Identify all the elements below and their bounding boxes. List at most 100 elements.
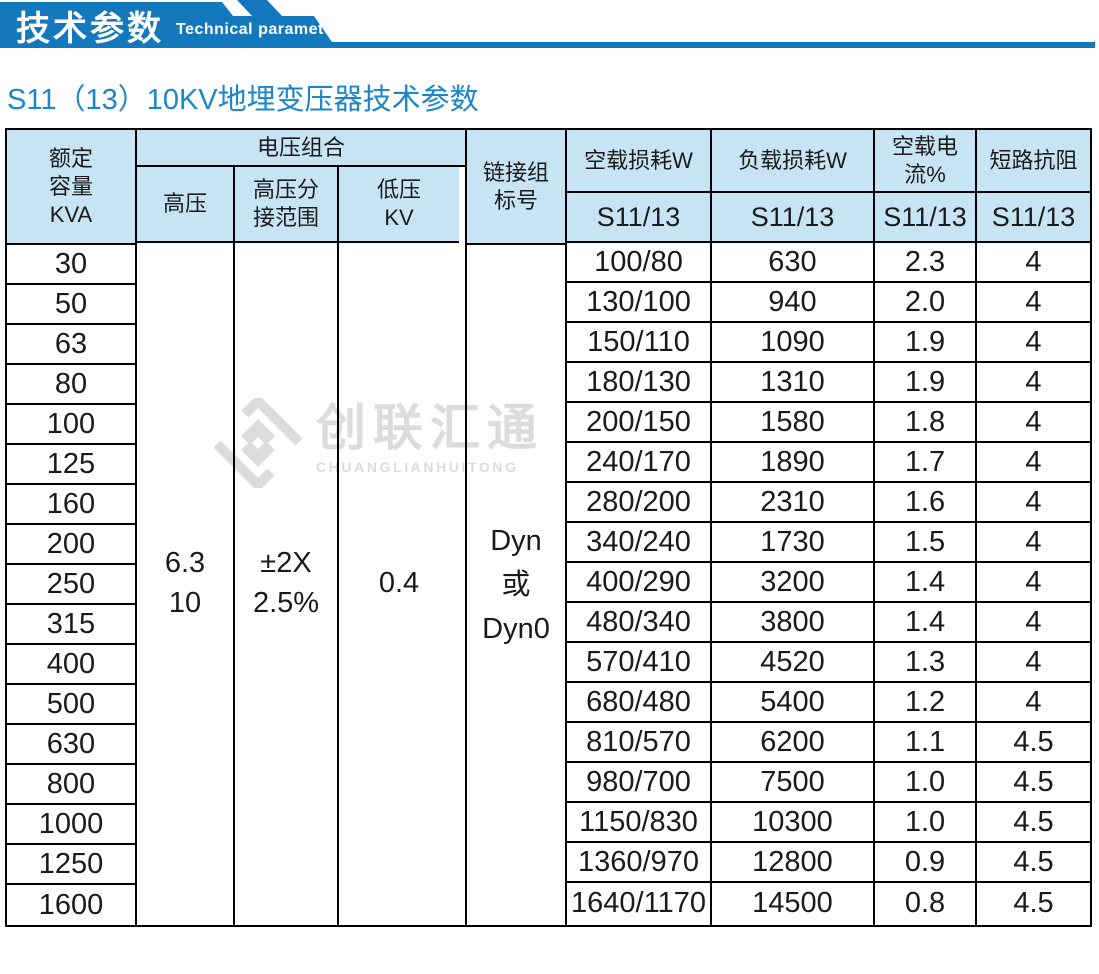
col-header-impedance: 短路抗阻	[977, 130, 1090, 193]
cell-current-row15: 0.9	[875, 843, 975, 883]
col-header-connection-line1: 链接组	[482, 159, 549, 185]
cell-impedance-row9: 4	[977, 603, 1090, 643]
banner-ribbon-shape	[0, 0, 1095, 48]
watermark-logo-icon	[214, 398, 302, 488]
load-loss-cells: 630 940 1090 1310 1580 1890 2310 1730 3200 3800 45…	[712, 243, 873, 923]
col-subheader-no-load-loss: S11/13	[567, 193, 710, 243]
cell-kva-row15: 1250	[7, 845, 135, 885]
cell-load-row8: 3200	[712, 563, 873, 603]
col-header-no-load-current: 空载电流%	[875, 130, 975, 193]
col-header-load-loss: 负载损耗W	[712, 130, 873, 193]
connection-line3: Dyn0	[482, 613, 550, 645]
col-subheader-load-loss: S11/13	[712, 193, 873, 243]
cell-kva-row5: 125	[7, 445, 135, 485]
cell-current-row9: 1.4	[875, 603, 975, 643]
cell-load-row10: 4520	[712, 643, 873, 683]
cell-kva-row0: 30	[7, 245, 135, 285]
cell-current-row10: 1.3	[875, 643, 975, 683]
capacity-cells: 30 50 63 80 100 125 160 200 250 315 400 500 630 800 10…	[7, 245, 135, 925]
column-no-load-loss: 空载损耗W S11/13 100/80 130/100 150/110 180/130…	[567, 130, 712, 925]
group-header-voltage: 电压组合	[137, 130, 465, 167]
cell-load-row16: 14500	[752, 886, 833, 919]
col-header-hv-tap-line2: 接范围	[252, 205, 319, 230]
cell-impedance-row6: 4	[977, 483, 1090, 523]
cell-kva-row3: 80	[7, 365, 135, 405]
cell-impedance-row8: 4	[977, 563, 1090, 603]
connection-line1: Dyn	[490, 525, 542, 557]
cell-kva-row6: 160	[7, 485, 135, 525]
cell-current-row13: 1.0	[875, 763, 975, 803]
cell-load-row5: 1890	[712, 443, 873, 483]
cell-impedance-row12: 4.5	[977, 723, 1090, 763]
cell-current-row14: 1.0	[875, 803, 975, 843]
cell-current-row3: 1.9	[875, 363, 975, 403]
cell-no_load-row5: 240/170	[567, 443, 710, 483]
cell-current-row16: 0.8	[904, 886, 946, 919]
no-load-current-cells: 2.3 2.0 1.9 1.9 1.8 1.7 1.6 1.5 1.4 1.4 1.3 1.2 1.1 1…	[875, 243, 975, 923]
tap-value-line2: 2.5%	[252, 587, 320, 619]
cell-impedance-row7: 4	[977, 523, 1090, 563]
col-header-hv-tap: 高压分 接范围	[235, 167, 337, 243]
col-header-capacity: 额定 容量 KVA	[7, 130, 135, 245]
cell-no_load-row12: 810/570	[567, 723, 710, 763]
cell-current-row0: 2.3	[875, 243, 975, 283]
watermark-cn: 创联汇通	[316, 400, 544, 456]
cell-kva-row10: 400	[7, 645, 135, 685]
cell-no_load-row10: 570/410	[567, 643, 710, 683]
tap-value-line1: ±2X	[260, 547, 312, 579]
cell-no_load-row1: 130/100	[567, 283, 710, 323]
cell-load-row3: 1310	[712, 363, 873, 403]
cell-impedance-row2: 4	[977, 323, 1090, 363]
cell-kva-row12: 630	[7, 725, 135, 765]
cell-impedance-row10: 4	[977, 643, 1090, 683]
cell-load-row14: 10300	[712, 803, 873, 843]
cell-impedance-row14: 4.5	[977, 803, 1090, 843]
col-header-connection: 链接组 标号	[467, 130, 565, 245]
col-subheader-impedance: S11/13	[977, 193, 1090, 243]
cell-impedance-row16: 4.5	[1013, 886, 1054, 919]
col-subheader-no-load-current: S11/13	[875, 193, 975, 243]
cell-current-row5: 1.7	[875, 443, 975, 483]
cell-no_load-row4: 200/150	[567, 403, 710, 443]
cell-current-row4: 1.8	[875, 403, 975, 443]
cell-current-row6: 1.6	[875, 483, 975, 523]
header-banner: 技术参数 Technical parameter	[0, 0, 1099, 50]
cell-impedance-row3: 4	[977, 363, 1090, 403]
cell-no_load-row9: 480/340	[567, 603, 710, 643]
cell-no_load-row8: 400/290	[567, 563, 710, 603]
cell-current-row8: 1.4	[875, 563, 975, 603]
merged-cell-connection: Dyn 或 Dyn0	[467, 245, 565, 925]
cell-load-row11: 5400	[712, 683, 873, 723]
column-hv: 高压 6.3 10	[137, 167, 235, 925]
page-title: S11（13）10KV地埋变压器技术参数	[7, 84, 479, 116]
cell-kva-row1: 50	[7, 285, 135, 325]
impedance-cells: 4 4 4 4 4 4 4 4 4 4 4 4 4.5 4.5 4.5 4.5 4.5	[977, 243, 1090, 923]
cell-load-row4: 1580	[712, 403, 873, 443]
parameters-table: 额定 容量 KVA 30 50 63 80 100 125 160 200 250 315 400 5…	[5, 128, 1092, 927]
cell-no_load-row3: 180/130	[567, 363, 710, 403]
cell-current-row11: 1.2	[875, 683, 975, 723]
col-header-capacity-line2: 容量	[48, 173, 93, 199]
column-impedance: 短路抗阻 S11/13 4 4 4 4 4 4 4 4 4 4 4 4 4.5 4.5 4.5 4.5 4.5	[977, 130, 1090, 925]
cell-kva-row8: 250	[7, 565, 135, 605]
column-load-loss: 负载损耗W S11/13 630 940 1090 1310 1580 1890 2310 1…	[712, 130, 875, 925]
cell-no_load-row2: 150/110	[567, 323, 710, 363]
cell-impedance-row13: 4.5	[977, 763, 1090, 803]
cell-load-row0: 630	[712, 243, 873, 283]
column-lv: 低压 KV 0.4	[339, 167, 459, 925]
cell-no_load-row6: 280/200	[567, 483, 710, 523]
cell-no_load-row13: 980/700	[567, 763, 710, 803]
cell-kva-row16: 1600	[38, 888, 104, 921]
hv-value-line1: 6.3	[164, 547, 206, 579]
column-group-voltage: 电压组合 高压 6.3 10 高压分 接范围 ±2X 2.	[137, 130, 467, 925]
cell-load-row6: 2310	[712, 483, 873, 523]
cell-load-row2: 1090	[712, 323, 873, 363]
banner-title: 技术参数	[16, 9, 164, 48]
cell-load-row15: 12800	[712, 843, 873, 883]
col-header-lv: 低压 KV	[339, 167, 459, 243]
cell-kva-row4: 100	[7, 405, 135, 445]
col-header-lv-line1: 低压	[376, 177, 421, 202]
cell-kva-row14: 1000	[7, 805, 135, 845]
cell-current-row2: 1.9	[875, 323, 975, 363]
